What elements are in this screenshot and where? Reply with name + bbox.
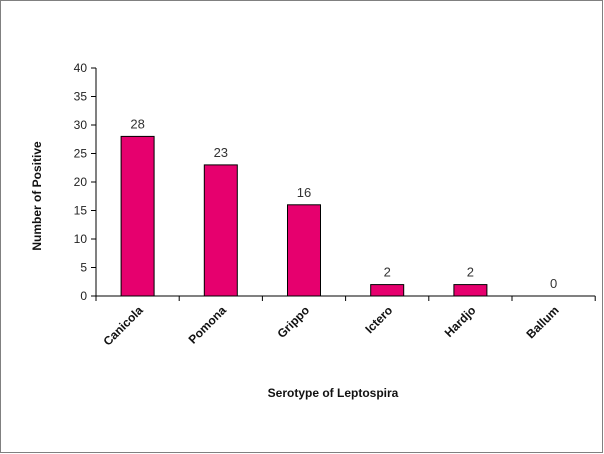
y-tick-label: 20 (74, 175, 88, 189)
category-label-canicola: Canicola (100, 303, 145, 348)
y-tick-label: 30 (74, 118, 88, 132)
y-tick-label: 0 (80, 289, 87, 303)
bar-ictero (370, 284, 405, 297)
bar-pomona (203, 164, 238, 297)
y-tick-label: 40 (74, 61, 88, 75)
category-labels: Canicola Pomona Grippo Ictero Hardjo Ballum (100, 303, 561, 348)
category-label-hardjo: Hardjo (442, 303, 479, 340)
y-tick-label: 25 (74, 147, 88, 161)
data-label-hardjo: 2 (467, 265, 474, 280)
y-tick-label: 15 (74, 204, 88, 218)
category-label-pomona: Pomona (186, 303, 230, 347)
bars (120, 135, 488, 297)
bar-grippo (287, 204, 321, 297)
bar-hardjo (453, 284, 488, 297)
data-label-ictero: 2 (384, 265, 391, 280)
category-label-ictero: Ictero (362, 303, 395, 336)
x-axis (95, 295, 596, 301)
data-label-canicola: 28 (130, 116, 144, 131)
data-label-pomona: 23 (214, 145, 228, 160)
y-tick-label: 10 (74, 232, 88, 246)
data-labels: 28 23 16 2 2 0 (130, 116, 557, 291)
y-axis: 0 5 10 15 20 25 30 35 40 (74, 61, 97, 303)
bar-canicola (120, 135, 155, 297)
data-label-ballum: 0 (550, 276, 557, 291)
category-label-grippo: Grippo (274, 303, 312, 341)
data-label-grippo: 16 (297, 185, 311, 200)
y-tick-label: 35 (74, 90, 88, 104)
y-tick-label: 5 (80, 261, 87, 275)
category-label-ballum: Ballum (524, 303, 562, 341)
y-axis-title: Number of Positive (30, 141, 44, 251)
x-axis-title: Serotype of Leptospira (268, 386, 399, 400)
